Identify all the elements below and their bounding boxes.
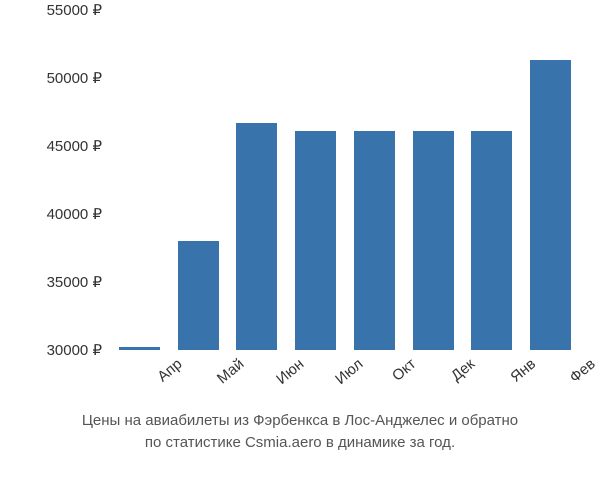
x-tick-label: Апр bbox=[155, 355, 186, 385]
x-tick-label: Июн bbox=[273, 355, 307, 388]
plot-area bbox=[110, 10, 580, 350]
y-tick-label: 45000 ₽ bbox=[47, 137, 102, 155]
caption-line-1: Цены на авиабилеты из Фэрбенкса в Лос-Ан… bbox=[82, 412, 518, 429]
y-tick-label: 40000 ₽ bbox=[47, 205, 102, 223]
y-tick-label: 50000 ₽ bbox=[47, 69, 102, 87]
bar bbox=[413, 131, 454, 350]
bar bbox=[354, 131, 395, 350]
x-tick-label: Май bbox=[214, 355, 247, 387]
price-chart: 30000 ₽35000 ₽40000 ₽45000 ₽50000 ₽55000… bbox=[20, 10, 580, 390]
chart-caption: Цены на авиабилеты из Фэрбенкса в Лос-Ан… bbox=[0, 410, 600, 454]
x-tick-label: Дек bbox=[448, 355, 478, 384]
x-tick-label: Янв bbox=[507, 355, 539, 385]
bar bbox=[530, 60, 571, 350]
caption-line-2: по статистике Csmia.aero в динамике за г… bbox=[145, 434, 455, 451]
y-tick-label: 55000 ₽ bbox=[47, 1, 102, 19]
x-axis: АпрМайИюнИюлОктДекЯнвФев bbox=[110, 350, 580, 390]
y-tick-label: 35000 ₽ bbox=[47, 273, 102, 291]
y-axis: 30000 ₽35000 ₽40000 ₽45000 ₽50000 ₽55000… bbox=[20, 10, 110, 350]
y-tick-label: 30000 ₽ bbox=[47, 341, 102, 359]
x-tick-label: Окт bbox=[389, 355, 419, 384]
x-tick-label: Июл bbox=[332, 355, 366, 388]
bar bbox=[471, 131, 512, 350]
bar bbox=[178, 241, 219, 350]
bar bbox=[295, 131, 336, 350]
bar bbox=[236, 123, 277, 350]
bars-container bbox=[110, 10, 580, 350]
x-tick-label: Фев bbox=[566, 355, 598, 386]
